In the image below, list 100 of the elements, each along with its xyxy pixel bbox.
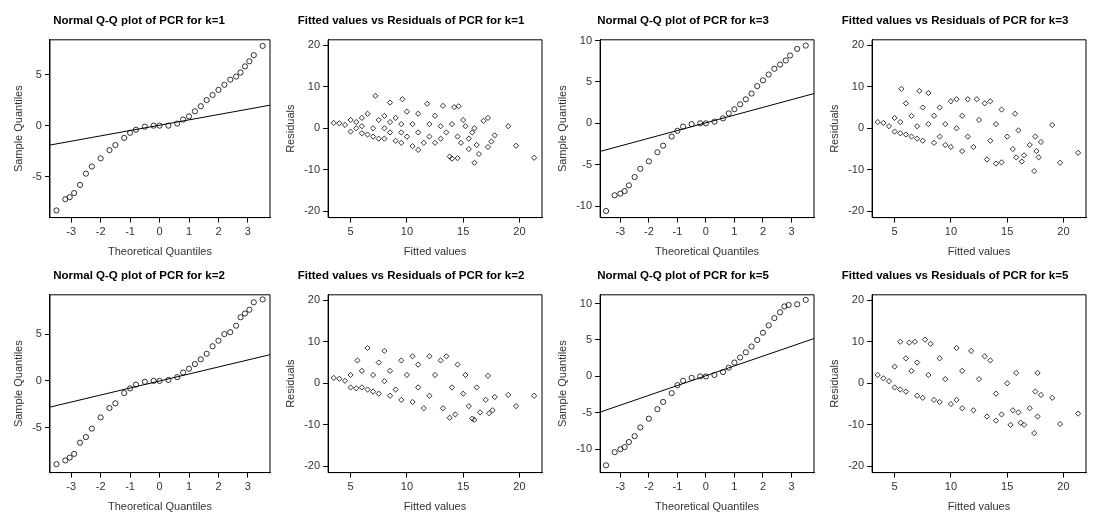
x-tick-label: -2 [643, 225, 654, 238]
x-tick-label: 2 [759, 225, 767, 238]
x-tick-label: 5 [891, 225, 898, 238]
x-tick-label: 2 [215, 480, 222, 493]
x-tick-label: 10 [944, 480, 958, 493]
y-tick-label: -5 [32, 169, 42, 182]
x-axis-title: Fitted values [947, 245, 1011, 258]
x-tick-label: -3 [66, 225, 77, 238]
x-tick-label: -1 [125, 480, 135, 493]
x-tick-label: 10 [400, 480, 414, 493]
x-tick-label: 3 [244, 225, 251, 238]
y-axis-title: Residuals [827, 104, 840, 153]
y-tick-label: 20 [307, 293, 321, 306]
x-tick-label: 0 [702, 480, 709, 493]
y-tick-label: 0 [585, 116, 593, 129]
x-axis-title: Theoretical Quantiles [655, 245, 760, 258]
x-tick-label: 10 [944, 225, 958, 238]
y-tick-label: 10 [579, 296, 593, 309]
y-tick-label: -20 [304, 204, 321, 217]
x-tick-label: 0 [156, 480, 163, 493]
y-tick-label: 0 [35, 373, 42, 386]
y-tick-label: -10 [304, 162, 321, 175]
y-tick-label: 5 [585, 75, 593, 88]
y-tick-label: 5 [585, 333, 593, 346]
y-tick-label: 10 [851, 334, 865, 347]
x-tick-label: 15 [457, 225, 470, 238]
y-axis-title: Residuals [283, 104, 296, 153]
x-tick-label: -1 [672, 480, 683, 493]
chart-title: Fitted values vs Residuals of PCR for k=5 [841, 269, 1069, 282]
x-tick-label: 0 [156, 225, 163, 238]
x-tick-label: 1 [185, 225, 193, 238]
x-tick-label: -2 [95, 225, 106, 238]
x-tick-label: 20 [513, 480, 526, 493]
y-tick-label: -20 [848, 459, 865, 472]
y-tick-label: -10 [848, 417, 865, 430]
y-tick-label: 10 [307, 79, 321, 92]
x-tick-label: 15 [457, 480, 470, 493]
chart-title: Fitted values vs Residuals of PCR for k=2 [297, 269, 525, 282]
x-tick-label: 5 [891, 480, 898, 493]
x-tick-label: -3 [66, 480, 77, 493]
x-tick-label: 2 [215, 225, 222, 238]
x-tick-label: -2 [643, 480, 654, 493]
x-tick-label: -3 [615, 480, 626, 493]
y-axis-title: Sample Quantiles [555, 84, 568, 173]
x-tick-label: 15 [1001, 225, 1014, 238]
x-axis-title: Fitted values [403, 500, 467, 513]
y-tick-label: 10 [851, 79, 865, 92]
y-tick-label: -10 [576, 199, 593, 212]
y-tick-label: -10 [848, 162, 865, 175]
x-tick-label: -1 [672, 225, 683, 238]
x-axis-title: Theoretical Quantiles [108, 245, 213, 258]
x-tick-label: -2 [95, 480, 106, 493]
y-tick-label: 5 [35, 327, 42, 340]
x-tick-label: 3 [788, 225, 795, 238]
x-tick-label: 2 [759, 480, 767, 493]
x-tick-label: 1 [731, 480, 738, 493]
y-tick-label: 0 [313, 121, 321, 134]
y-axis-title: Sample Quantiles [11, 339, 24, 428]
y-axis-title: Sample Quantiles [555, 339, 568, 428]
y-tick-label: 20 [307, 38, 321, 51]
y-tick-label: -5 [32, 420, 42, 433]
y-tick-label: 0 [857, 376, 865, 389]
y-tick-label: -20 [848, 204, 865, 217]
y-tick-label: 0 [585, 369, 593, 382]
x-tick-label: 20 [1057, 480, 1070, 493]
x-tick-label: 1 [185, 480, 193, 493]
x-axis-title: Theoretical Quantiles [655, 500, 760, 513]
x-tick-label: 1 [731, 225, 738, 238]
x-axis-title: Theoretical Quantiles [108, 500, 213, 513]
chart-title: Fitted values vs Residuals of PCR for k=3 [841, 14, 1069, 27]
x-tick-label: -3 [615, 225, 626, 238]
x-tick-label: 5 [347, 225, 354, 238]
chart-title: Fitted values vs Residuals of PCR for k=1 [297, 14, 525, 27]
y-tick-label: -5 [582, 157, 593, 170]
y-tick-label: 0 [857, 121, 865, 134]
x-tick-label: 3 [788, 480, 795, 493]
x-tick-label: 20 [1057, 225, 1070, 238]
chart-title: Normal Q-Q plot of PCR for k=3 [597, 14, 769, 27]
y-axis-title: Sample Quantiles [11, 84, 24, 173]
x-tick-label: 15 [1001, 480, 1014, 493]
x-tick-label: 3 [244, 480, 251, 493]
y-tick-label: 10 [579, 33, 593, 46]
x-axis-title: Fitted values [947, 500, 1011, 513]
x-tick-label: 0 [702, 225, 709, 238]
x-axis-title: Fitted values [403, 245, 467, 258]
y-tick-label: 0 [313, 376, 321, 389]
y-tick-label: 0 [35, 118, 42, 131]
y-tick-label: 20 [851, 38, 865, 51]
chart-title: Normal Q-Q plot of PCR for k=1 [53, 14, 226, 27]
chart-title: Normal Q-Q plot of PCR for k=2 [53, 269, 225, 282]
x-tick-label: 20 [513, 225, 526, 238]
y-tick-label: -5 [582, 405, 593, 418]
y-tick-label: -10 [576, 442, 593, 455]
x-tick-label: 10 [400, 225, 414, 238]
y-tick-label: 10 [307, 334, 321, 347]
y-tick-label: -20 [304, 459, 321, 472]
x-tick-label: -1 [125, 225, 135, 238]
y-tick-label: -10 [304, 417, 321, 430]
y-axis-title: Residuals [827, 359, 840, 408]
y-tick-label: 5 [35, 67, 42, 80]
